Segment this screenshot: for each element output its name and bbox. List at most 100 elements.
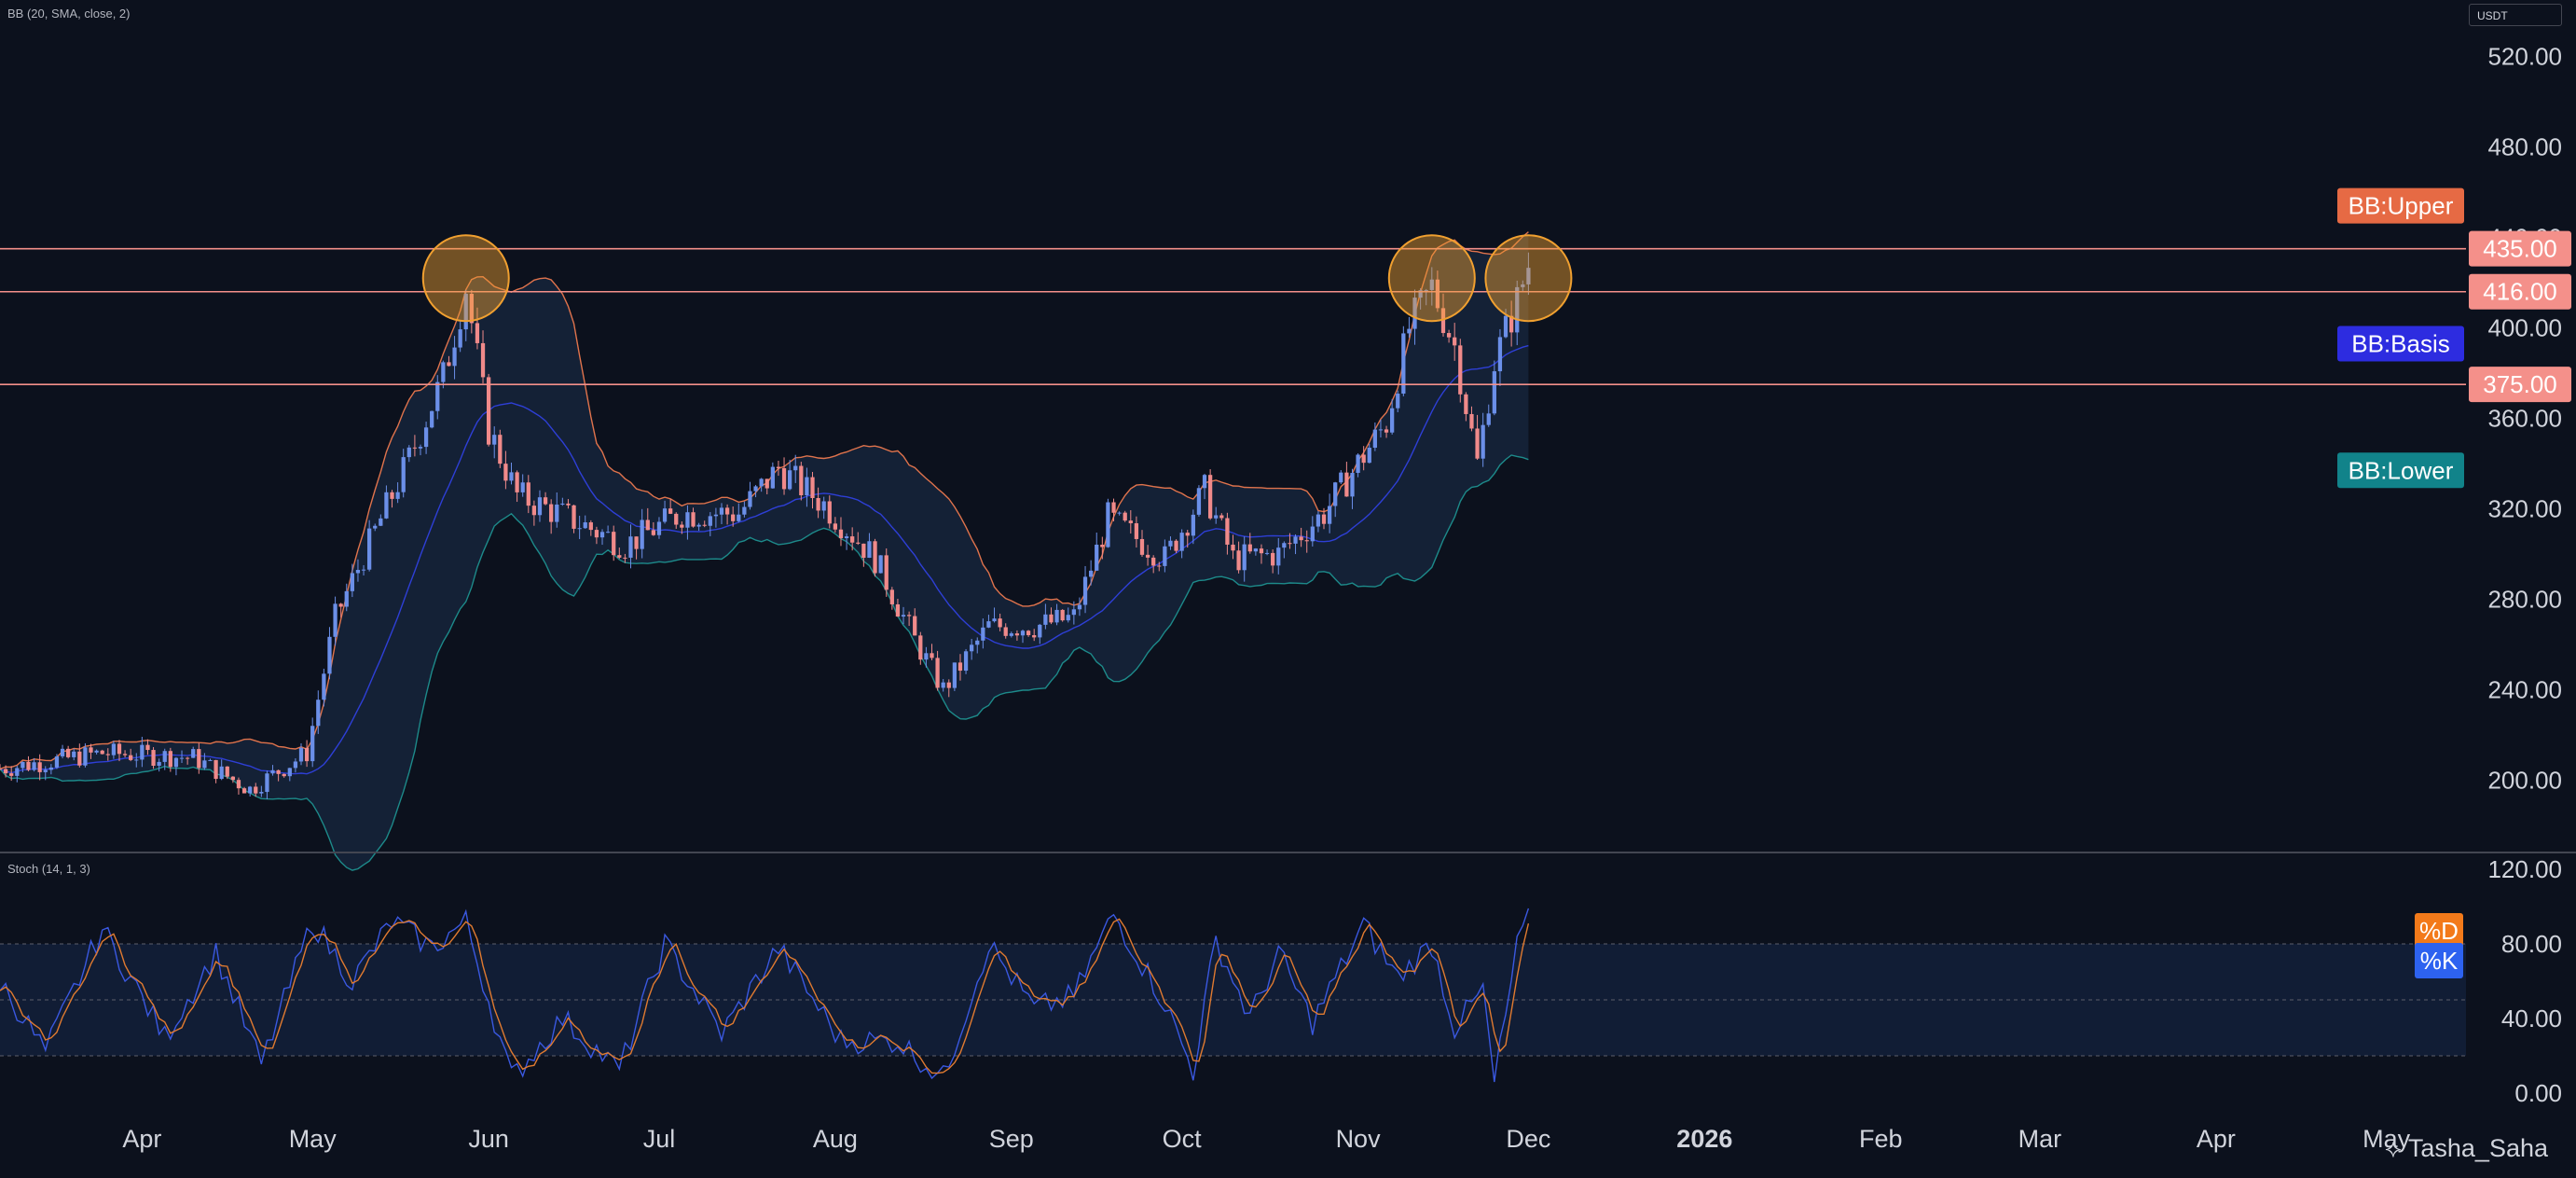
candle[interactable] — [214, 759, 218, 783]
candle[interactable] — [72, 748, 76, 761]
candle[interactable] — [1321, 507, 1327, 530]
candle[interactable] — [1111, 498, 1116, 521]
candle[interactable] — [930, 644, 934, 660]
time-axis[interactable]: Apr May Jun Jul Aug Sep Oct Nov Dec 2026 Feb Mar Apr… — [122, 1125, 2410, 1153]
candle[interactable] — [129, 748, 133, 762]
candle[interactable] — [1219, 513, 1224, 521]
candle[interactable] — [867, 533, 872, 559]
candle[interactable] — [1106, 498, 1110, 548]
candle[interactable] — [145, 739, 150, 755]
candle[interactable] — [583, 515, 587, 529]
candle[interactable] — [3, 765, 8, 778]
candle[interactable] — [1304, 530, 1309, 553]
candle[interactable] — [1367, 443, 1371, 464]
candle[interactable] — [555, 492, 559, 528]
candle[interactable] — [469, 289, 474, 334]
candle[interactable] — [1082, 565, 1088, 614]
candle[interactable] — [640, 508, 644, 559]
candle[interactable] — [850, 527, 855, 551]
candle[interactable] — [617, 547, 622, 560]
candle[interactable] — [1469, 406, 1474, 432]
candle[interactable] — [384, 485, 389, 520]
candle[interactable] — [1327, 493, 1332, 534]
candle[interactable] — [844, 533, 849, 550]
candle[interactable] — [520, 474, 525, 497]
candle[interactable] — [37, 754, 42, 781]
candle[interactable] — [1288, 533, 1292, 549]
candle[interactable] — [1492, 360, 1496, 416]
candle[interactable] — [975, 637, 980, 654]
candle[interactable] — [821, 496, 826, 520]
candle[interactable] — [1276, 537, 1281, 575]
candle[interactable] — [1077, 597, 1082, 617]
candle[interactable] — [54, 754, 60, 769]
candle[interactable] — [1168, 536, 1173, 550]
candle[interactable] — [162, 748, 167, 770]
candle[interactable] — [367, 520, 372, 572]
candle[interactable] — [1049, 607, 1054, 625]
bb-lower-line[interactable] — [0, 454, 1529, 871]
candle[interactable] — [1163, 539, 1167, 573]
candle[interactable] — [1429, 267, 1434, 306]
candle[interactable] — [1242, 536, 1247, 582]
candle[interactable] — [1128, 510, 1133, 534]
candle[interactable] — [1207, 469, 1213, 520]
candle[interactable] — [0, 764, 3, 770]
candle[interactable] — [1196, 485, 1202, 517]
candle[interactable] — [970, 638, 974, 660]
candle[interactable] — [1453, 323, 1457, 361]
candle[interactable] — [1236, 541, 1241, 574]
candle[interactable] — [492, 426, 497, 459]
candle[interactable] — [838, 517, 844, 547]
candle[interactable] — [1481, 412, 1485, 467]
candle[interactable] — [793, 454, 798, 483]
candle[interactable] — [1486, 404, 1491, 427]
candle[interactable] — [724, 504, 730, 525]
highlight-circle[interactable] — [1484, 234, 1573, 323]
candle[interactable] — [293, 758, 298, 773]
stoch-indicator-title[interactable]: Stoch (14, 1, 3) — [7, 862, 90, 876]
candle[interactable] — [83, 742, 88, 768]
candle[interactable] — [645, 507, 650, 531]
candle[interactable] — [1038, 623, 1042, 644]
candle[interactable] — [549, 499, 554, 534]
candle[interactable] — [21, 761, 25, 772]
candle[interactable] — [441, 360, 446, 389]
candle[interactable] — [713, 507, 719, 528]
candle[interactable] — [1446, 329, 1452, 343]
candle[interactable] — [401, 449, 406, 498]
candle[interactable] — [1264, 549, 1270, 556]
candle[interactable] — [168, 747, 172, 772]
candle[interactable] — [458, 320, 462, 353]
candle[interactable] — [1117, 511, 1122, 516]
candle[interactable] — [827, 495, 832, 529]
candle[interactable] — [668, 499, 673, 515]
candle[interactable] — [753, 484, 758, 498]
candle[interactable] — [913, 608, 917, 636]
candle[interactable] — [1333, 481, 1338, 518]
candle[interactable] — [418, 444, 423, 456]
candle[interactable] — [379, 514, 383, 527]
candle[interactable] — [390, 490, 394, 508]
candle[interactable] — [742, 501, 747, 518]
candle[interactable] — [599, 529, 605, 546]
candle[interactable] — [560, 497, 565, 506]
candle[interactable] — [1003, 623, 1008, 639]
candle[interactable] — [719, 503, 724, 524]
candle[interactable] — [918, 631, 923, 665]
candle[interactable] — [537, 490, 543, 522]
candle[interactable] — [1100, 536, 1105, 560]
candle[interactable] — [89, 743, 93, 759]
price-axis[interactable]: 520.00480.00440.00400.00360.00320.00280.… — [2337, 43, 2571, 1107]
candle[interactable] — [236, 777, 241, 795]
candle[interactable] — [1225, 512, 1230, 555]
candle[interactable] — [515, 470, 519, 503]
bb-upper-line[interactable] — [0, 231, 1529, 770]
candle[interactable] — [1390, 398, 1395, 435]
candle[interactable] — [1095, 532, 1099, 571]
candle[interactable] — [225, 766, 229, 780]
candle[interactable] — [1356, 453, 1360, 478]
candle[interactable] — [1174, 539, 1178, 553]
candle[interactable] — [430, 410, 434, 429]
candle[interactable] — [100, 749, 104, 755]
